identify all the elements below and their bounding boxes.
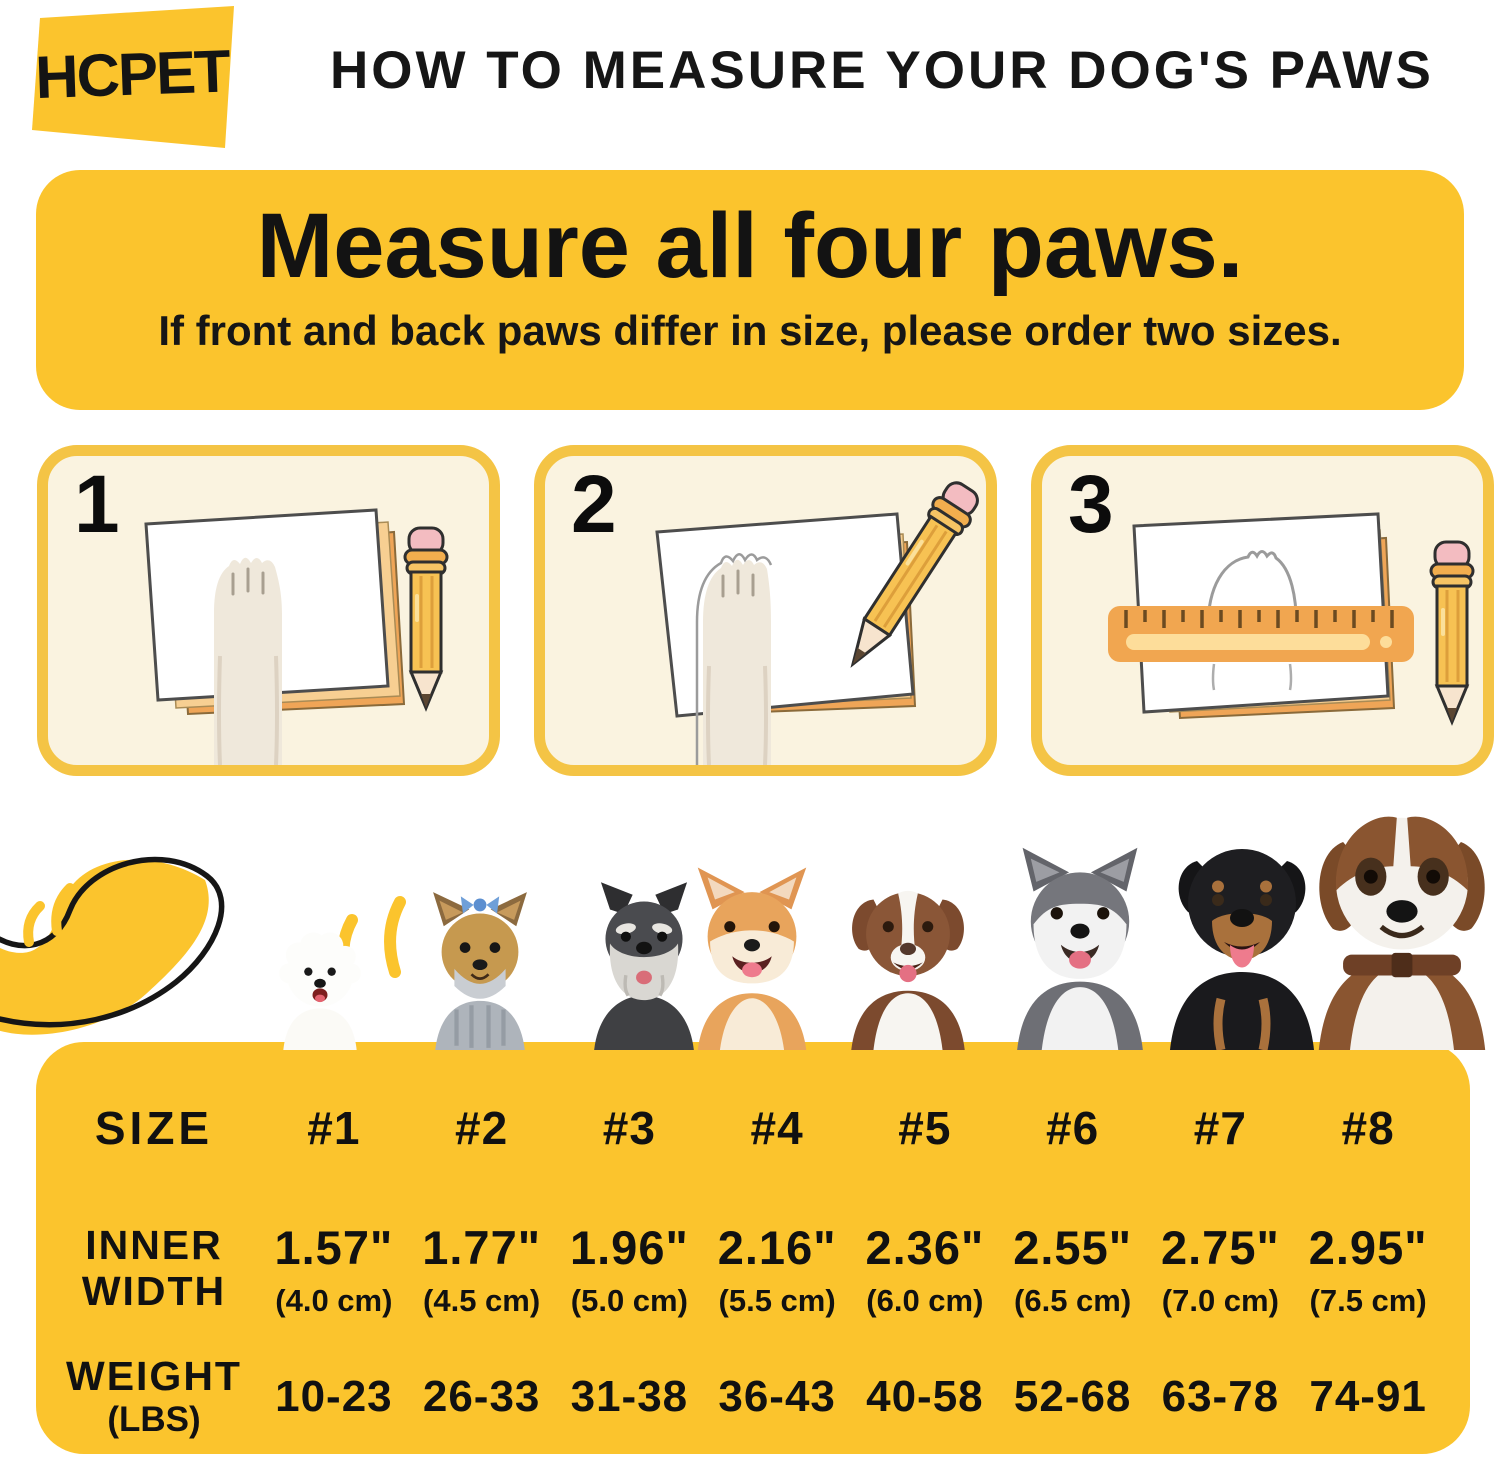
- miniature-schnauzer-photo: [594, 882, 694, 1050]
- size-col-4: #4: [750, 1102, 804, 1154]
- brand-logo: HCPET: [22, 4, 242, 150]
- page-title: HOW TO MEASURE YOUR DOG'S PAWS: [330, 41, 1434, 100]
- size-row-label: SIZE: [94, 1102, 214, 1154]
- weight-value: 36-43: [718, 1371, 836, 1421]
- weight-value: 74-91: [1309, 1371, 1427, 1421]
- size-col-2: #2: [455, 1102, 509, 1154]
- saint-bernard-photo: [1318, 816, 1486, 1050]
- ruler-icon: [1108, 606, 1414, 662]
- size-col-6: #6: [1046, 1102, 1100, 1154]
- size-col-8: #8: [1341, 1102, 1395, 1154]
- measure-outline-with-ruler-illustration: [1108, 512, 1475, 726]
- inner-width-value: 2.75" (7.0 cm): [1160, 1220, 1280, 1318]
- pencil-icon: [403, 526, 449, 712]
- inner-width-row-label: INNER WIDTH: [81, 1222, 227, 1314]
- weight-value: 26-33: [422, 1371, 541, 1421]
- size-col-7: #7: [1193, 1102, 1247, 1154]
- paw-on-paper-illustration: [144, 508, 449, 765]
- step-number: 2: [571, 459, 617, 550]
- australian-shepherd-photo: [851, 890, 965, 1050]
- inner-width-value: 2.36" (6.0 cm): [865, 1220, 985, 1318]
- step-number: 3: [1068, 459, 1114, 550]
- logo-yellow-blob: [32, 6, 234, 148]
- alaskan-malamute-photo: [1017, 847, 1143, 1050]
- size-table: SIZE #1 #2 #3 #4 #5 #6 #7 #8 INNER WIDTH…: [36, 1042, 1470, 1454]
- weight-value: 31-38: [570, 1371, 689, 1421]
- weight-value: 40-58: [866, 1371, 984, 1421]
- measure-banner: Measure all four paws. If front and back…: [36, 170, 1464, 410]
- logo-text: HCPET: [34, 37, 230, 112]
- step-number: 1: [74, 459, 120, 550]
- inner-width-value: 1.57" (4.0 cm): [274, 1220, 394, 1318]
- weight-value: 52-68: [1013, 1371, 1132, 1421]
- size-col-1: #1: [307, 1102, 361, 1154]
- inner-width-value: 1.77" (4.5 cm): [422, 1220, 541, 1318]
- step-panel-2: 2: [534, 445, 997, 776]
- step-panel-3: 3: [1031, 445, 1494, 776]
- inner-width-value: 1.96" (5.0 cm): [569, 1220, 689, 1318]
- inner-width-value: 2.95" (7.5 cm): [1308, 1220, 1428, 1318]
- inner-width-value: 2.16" (5.5 cm): [717, 1220, 837, 1318]
- bichon-frise-photo: [279, 932, 361, 1050]
- weight-row-label: WEIGHT (LBS): [66, 1353, 242, 1439]
- pencil-icon: [1429, 540, 1475, 726]
- pencil-icon: [850, 481, 979, 668]
- trace-paw-with-pencil-illustration: [655, 481, 979, 765]
- weight-value: 10-23: [275, 1371, 393, 1421]
- banner-heading: Measure all four paws.: [256, 195, 1244, 297]
- shiba-inu-photo: [697, 867, 807, 1050]
- size-col-5: #5: [898, 1102, 952, 1154]
- size-col-3: #3: [602, 1102, 656, 1154]
- banner-subheading: If front and back paws differ in size, p…: [158, 307, 1342, 354]
- weight-value: 63-78: [1161, 1371, 1280, 1421]
- rottweiler-photo: [1170, 849, 1314, 1050]
- yellow-squiggle-decoration: [0, 856, 406, 1035]
- inner-width-value: 2.55" (6.5 cm): [1013, 1220, 1132, 1318]
- yorkshire-terrier-photo: [433, 892, 527, 1050]
- step-panel-1: 1: [37, 445, 500, 776]
